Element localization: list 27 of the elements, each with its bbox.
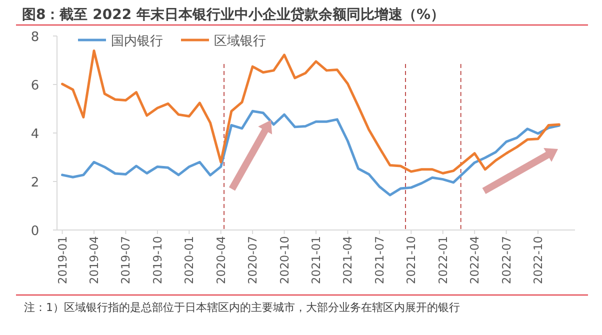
x-tick-label: 2019-01 — [55, 236, 70, 284]
x-tick-label: 2020-10 — [277, 236, 292, 284]
line-series — [61, 50, 560, 174]
y-tick-label: 4 — [30, 127, 40, 142]
x-tick-label: 2020-01 — [182, 236, 196, 284]
title: 图8：截至 2022 年末日本银行业中小企业贷款余额同比增速（%） — [22, 7, 444, 23]
x-tick-label: 2020-07 — [246, 236, 260, 284]
y-tick-label: 0 — [30, 224, 40, 239]
y-tick-label: 6 — [30, 78, 40, 94]
text: 注：1）区域银行指的是总部位于日本辖区内的主要城市，大部分业务在辖区内展开的银行 — [24, 301, 460, 314]
x-tick-label: 2020-04 — [214, 236, 228, 284]
x-tick-label: 2019-07 — [118, 236, 133, 284]
x-tick-label: 2022-04 — [468, 236, 482, 284]
x-tick-label: 2021-10 — [404, 236, 418, 284]
x-tick-label: 2021-07 — [372, 236, 386, 284]
y-tick-label: 2 — [30, 176, 40, 190]
legend-label: 区域银行 — [214, 34, 266, 49]
x-tick-label: 2022-01 — [436, 236, 450, 284]
x-tick-label: 2022-10 — [531, 236, 545, 284]
line-series — [61, 110, 560, 196]
legend-label: 国内银行 — [111, 34, 163, 49]
x-tick-label: 2021-04 — [340, 236, 355, 284]
x-tick-label: 2019-04 — [87, 236, 101, 284]
x-tick-label: 2022-07 — [499, 236, 514, 284]
x-tick-label: 2021-01 — [309, 236, 323, 284]
x-tick-label: 2019-10 — [150, 236, 164, 284]
y-tick-label: 8 — [30, 30, 40, 45]
